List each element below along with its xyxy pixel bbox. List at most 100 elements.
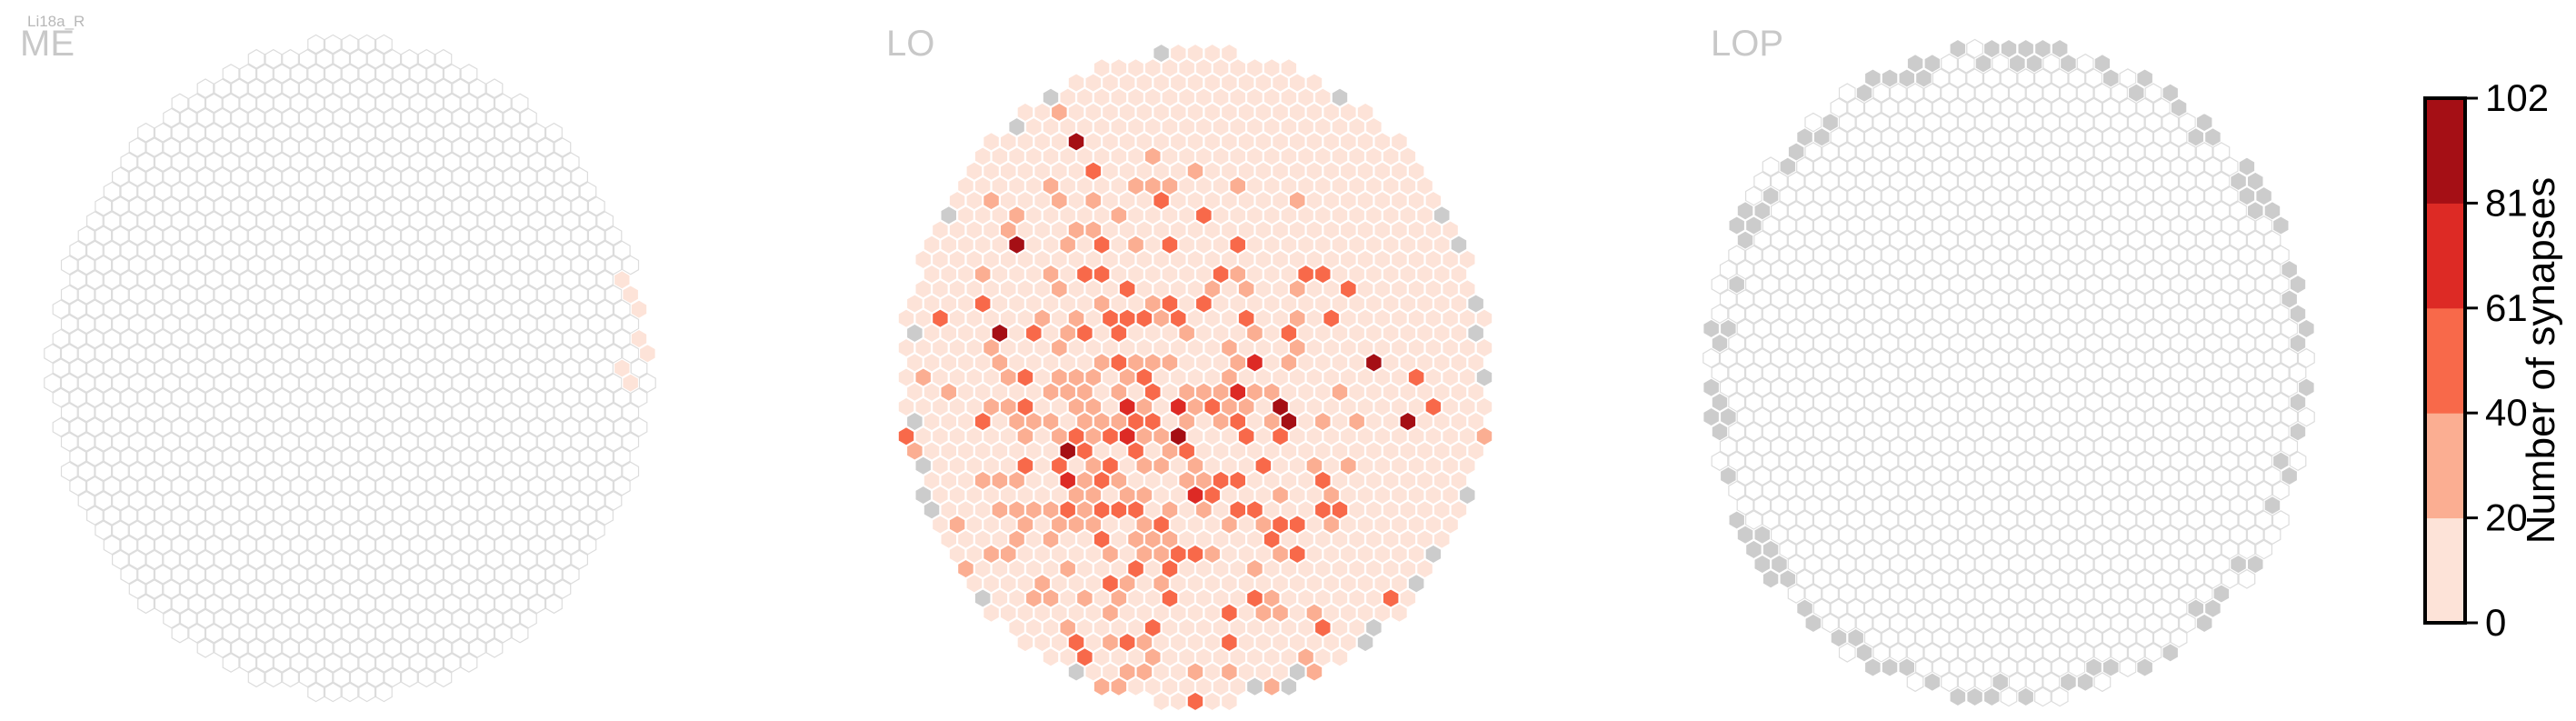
hex-cell <box>273 152 291 173</box>
hex-cell <box>163 107 180 128</box>
hex-cell <box>1008 441 1025 461</box>
hex-cell <box>86 387 104 408</box>
hex-cell <box>1313 646 1332 667</box>
hex-cell <box>983 396 1000 417</box>
hex-cell <box>298 608 316 629</box>
hex-cell <box>1008 146 1025 166</box>
hex-cell <box>426 653 444 673</box>
hex-cell <box>333 78 351 99</box>
hex-cell <box>1067 278 1085 299</box>
hex-cell <box>409 653 427 673</box>
hex-cell <box>1127 352 1144 373</box>
hex-cell <box>554 520 572 541</box>
hex-cell <box>1102 220 1119 240</box>
hex-cell <box>1178 352 1196 373</box>
hex-cell <box>973 235 992 255</box>
hex-cell <box>1356 102 1374 123</box>
hex-cell <box>1339 308 1357 329</box>
hex-cell <box>426 416 444 437</box>
hex-cell <box>503 195 521 216</box>
hex-cell <box>384 490 402 511</box>
hex-cell <box>77 461 95 482</box>
hex-cell <box>205 122 223 143</box>
hex-cell <box>434 137 453 157</box>
hex-cell <box>298 373 316 394</box>
hex-cell <box>1203 456 1222 476</box>
hex-cell <box>366 166 384 187</box>
hex-cell <box>196 549 215 570</box>
hex-cell <box>222 181 240 202</box>
hex-cell <box>384 343 402 364</box>
hex-cell <box>392 152 410 173</box>
hex-cell <box>1313 264 1332 285</box>
hex-cell <box>1221 426 1238 446</box>
hex-cell <box>222 358 240 378</box>
hex-cell <box>137 211 155 231</box>
hex-cell <box>1042 441 1060 461</box>
hex-cell <box>1762 568 1780 589</box>
hex-cell <box>965 161 983 182</box>
hex-cell <box>1221 691 1238 712</box>
hex-cell <box>417 343 435 364</box>
hex-cell <box>536 285 554 305</box>
hex-cell <box>1076 116 1093 137</box>
hex-cell <box>247 667 265 688</box>
hex-cell <box>103 387 121 408</box>
hex-cell <box>1067 190 1085 211</box>
hex-cell <box>1024 352 1043 373</box>
hex-cell <box>503 520 521 541</box>
hex-cell <box>503 432 521 452</box>
hex-cell <box>1407 456 1425 476</box>
hex-cell <box>2000 245 2018 265</box>
hex-cell <box>324 122 342 143</box>
hex-cell <box>1246 470 1263 491</box>
hex-cell <box>341 506 359 526</box>
hex-cell <box>1143 323 1162 344</box>
hex-cell <box>426 64 444 84</box>
hex-cell <box>468 314 486 335</box>
hex-cell <box>179 255 197 275</box>
hex-cell <box>171 122 189 143</box>
hex-cell <box>128 255 146 275</box>
hex-cell <box>179 195 197 216</box>
hex-cell <box>1331 352 1349 373</box>
hex-cell <box>1093 323 1111 344</box>
hex-cell <box>307 682 324 703</box>
hex-cell <box>604 432 623 452</box>
hex-cell <box>897 308 915 329</box>
hex-cell <box>375 623 393 644</box>
hex-cell <box>452 402 469 423</box>
hex-cell <box>333 667 351 688</box>
hex-cell <box>604 255 623 275</box>
hex-cell <box>1399 235 1417 255</box>
hex-cell <box>503 107 521 128</box>
hex-cell <box>1442 456 1459 476</box>
hex-cell <box>298 520 316 541</box>
hex-cell <box>1982 686 2001 707</box>
hex-cell <box>1272 396 1289 417</box>
hex-cell <box>1059 146 1077 166</box>
hex-cell <box>265 637 283 658</box>
hex-cell <box>1033 396 1052 417</box>
hex-cell <box>923 499 941 520</box>
hex-cell <box>298 432 316 452</box>
hex-cell <box>163 195 180 216</box>
hex-cell <box>298 137 316 157</box>
hex-cell <box>375 181 393 202</box>
hex-cell <box>145 285 164 305</box>
hex-cell <box>290 64 308 84</box>
hex-cell <box>205 211 223 231</box>
hex-cell <box>536 195 554 216</box>
hex-cell <box>392 446 410 467</box>
hex-cell <box>1143 352 1162 373</box>
hex-cell <box>897 337 915 358</box>
hex-cell <box>1084 73 1103 93</box>
hex-cell <box>957 499 974 520</box>
hex-cell <box>1356 249 1374 270</box>
hex-cell <box>1093 441 1111 461</box>
hex-cell <box>1297 441 1314 461</box>
hex-cell <box>923 470 941 491</box>
hex-cell <box>69 358 87 378</box>
hex-cell <box>1024 411 1043 432</box>
hex-cell <box>1313 352 1332 373</box>
